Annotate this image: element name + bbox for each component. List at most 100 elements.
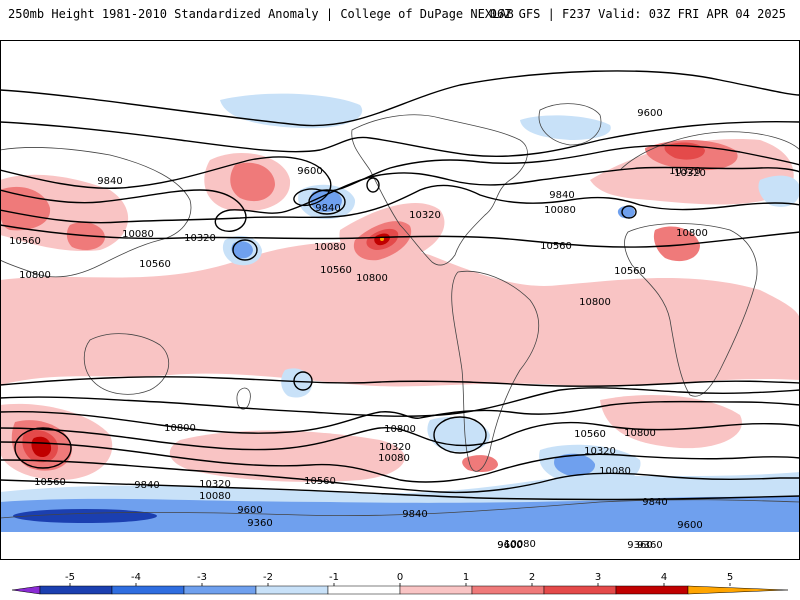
colorbar-bin	[255, 585, 329, 595]
colorbar-tick-label: 1	[463, 572, 469, 583]
colorbar-bin	[39, 585, 113, 595]
contour-label: 9600	[637, 108, 662, 119]
closed-low-aleutian	[308, 189, 346, 215]
contour-10080-north	[0, 144, 800, 207]
contour-10560-north	[0, 184, 800, 224]
south-atlantic-pos	[600, 395, 742, 449]
south-america-outline	[451, 270, 540, 472]
closed-low-west-pacific	[232, 239, 258, 261]
contour-9360-south	[0, 479, 800, 501]
contour-label: 10800	[624, 428, 656, 439]
contour-10320-south	[0, 400, 800, 434]
contour-label: 10320	[379, 442, 411, 453]
colorbar-bin	[687, 585, 789, 595]
colorbar-bin	[183, 585, 257, 595]
contour-label: 10800	[356, 273, 388, 284]
south-atlantic-neg-core	[554, 453, 596, 476]
contour-label: 10080	[122, 229, 154, 240]
contour-label: 9840	[642, 497, 667, 508]
contour-label: 9840	[549, 190, 574, 201]
colorbar-bin	[11, 585, 41, 595]
contour-label: 9600	[297, 166, 322, 177]
contour-label: 10560	[574, 429, 606, 440]
contour-label: 10800	[676, 228, 708, 239]
contour-label: 10560	[320, 265, 352, 276]
map-title: 250mb Height 1981-2010 Standardized Anom…	[8, 7, 514, 21]
colorbar-tick-label: 3	[595, 572, 601, 583]
colorbar-bin	[543, 585, 617, 595]
contour-label: 10560	[9, 236, 41, 247]
contour-label: 10320	[584, 446, 616, 457]
west-pacific-neg-core	[231, 241, 253, 259]
south-pacific-pos	[169, 430, 405, 482]
colorbar-tick-label: -4	[131, 572, 141, 583]
contour-label: 10560	[614, 266, 646, 277]
contour-label: 9840	[134, 480, 159, 491]
greenland-outline	[538, 103, 602, 146]
header: 250mb Height 1981-2010 Standardized Anom…	[0, 0, 800, 34]
colorbar-ticks: -5 -4 -3 -2 -1 0 1 2 3 4 5	[65, 572, 733, 586]
contour-label: 9840	[402, 509, 427, 520]
colorbar-bins	[11, 585, 789, 595]
contour-10320-north	[0, 166, 800, 232]
colorbar: -5 -4 -3 -2 -1 0 1 2 3 4 5	[11, 572, 789, 595]
contour-label: 10560	[34, 477, 66, 488]
contour-label: 10800	[19, 270, 51, 281]
anomaly-map: 9600960096009840984098401008010080100801…	[0, 40, 800, 560]
colorbar-bin	[399, 585, 473, 595]
contour-label: 9840	[315, 203, 340, 214]
contour-label: 10800	[579, 297, 611, 308]
africa-pos-core	[653, 226, 700, 262]
contour-label: 9600	[497, 540, 522, 551]
contour-label: 10320	[674, 168, 706, 179]
contour-9840-north	[0, 121, 800, 158]
africa-outline	[624, 223, 758, 397]
closed-contour-atlantic	[621, 205, 637, 219]
contour-10800-north	[0, 224, 800, 248]
central-pacific-pos-core	[230, 162, 275, 202]
colorbar-tick-label: 2	[529, 572, 535, 583]
contour-label: 10560	[540, 241, 572, 252]
contour-label: 10080	[199, 491, 231, 502]
contour-label: 10800	[164, 423, 196, 434]
contour-label: 10560	[139, 259, 171, 270]
colorbar-tick-label: -1	[329, 572, 339, 583]
model-run-info: 06Z GFS | F237 Valid: 03Z FRI APR 04 202…	[489, 7, 786, 21]
contour-label: 10320	[184, 233, 216, 244]
colorbar-bin	[327, 585, 401, 595]
antarctica-outline	[0, 499, 800, 519]
southern-neg-band	[0, 496, 800, 532]
new-zealand-outline	[236, 387, 251, 410]
colorbar-tick-label: -5	[65, 572, 75, 583]
contour-label: 10080	[599, 466, 631, 477]
north-atlantic-neg	[520, 115, 611, 140]
height-contours	[0, 70, 800, 501]
contour-label: 9360	[247, 518, 272, 529]
anomaly-shading	[0, 93, 800, 532]
north-atlantic-pos	[590, 139, 794, 205]
coastlines	[0, 103, 800, 519]
australia-outline	[83, 333, 169, 395]
contour-10800-south	[0, 376, 800, 387]
contour-10080-south	[0, 421, 800, 451]
contour-labels: 9600960096009840984098401008010080100801…	[9, 108, 708, 551]
contour-label: 10320	[409, 210, 441, 221]
contour-label: 9360	[627, 540, 652, 551]
contour-label: 10800	[384, 424, 416, 435]
colorbar-tick-label: 0	[397, 572, 403, 583]
contour-label: 9600	[497, 540, 522, 551]
aleutian-neg-core	[310, 189, 342, 212]
closed-low-south-pacific	[293, 371, 313, 391]
contour-label: 10080	[504, 539, 536, 550]
contour-label: 9840	[97, 176, 122, 187]
closed-contour-south-pacific	[433, 416, 487, 454]
contour-9600-south	[0, 459, 800, 494]
colorbar-tick-label: -3	[197, 572, 207, 583]
contour-label: 10320	[669, 166, 701, 177]
colorbar-tick-label: -2	[263, 572, 273, 583]
colorbar-bin	[471, 585, 545, 595]
contour-9840-south	[0, 441, 800, 483]
tropical-pos-region	[0, 242, 800, 387]
contour-label: 10080	[378, 453, 410, 464]
colorbar-tick-label: 4	[661, 572, 667, 583]
